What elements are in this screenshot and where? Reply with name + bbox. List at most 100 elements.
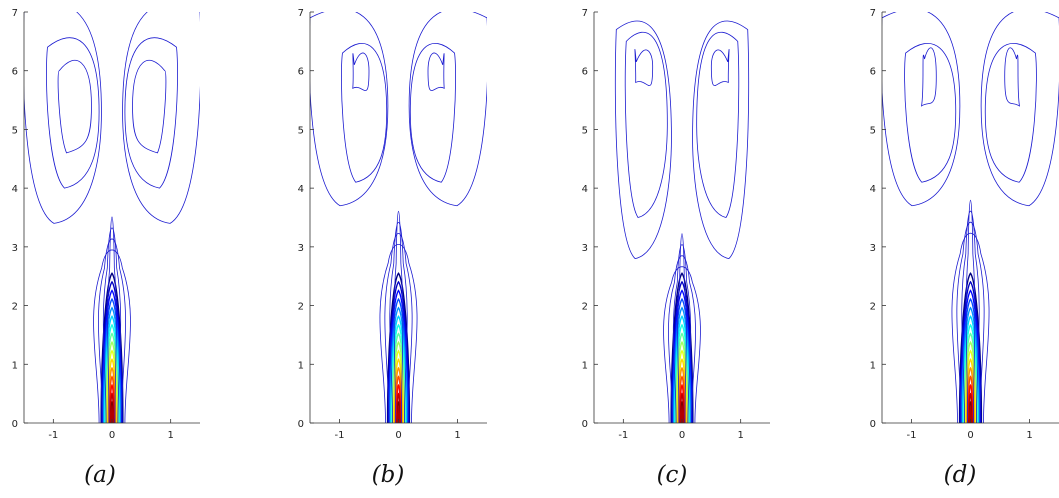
- contour-panel: 0 1 2 3 4 5 6 7 -1 0 1 (b): [298, 8, 487, 488]
- y-tick-label: 0: [298, 419, 304, 430]
- y-tick-label: 6: [298, 67, 304, 78]
- y-tick-label: 6: [582, 67, 588, 78]
- vortex-contour: [409, 43, 456, 183]
- vortex-contour: [341, 43, 388, 183]
- panel-caption: (c): [657, 462, 688, 488]
- jet-contour: [671, 289, 693, 423]
- x-tick-label: 0: [109, 430, 115, 441]
- y-tick-label: 3: [582, 243, 588, 254]
- stem-contour: [663, 266, 701, 423]
- jet-contour: [676, 349, 688, 423]
- x-tick-label: 1: [167, 430, 173, 441]
- jet-contour: [964, 349, 977, 423]
- jet-core: [109, 405, 115, 423]
- jet-contour: [675, 340, 689, 423]
- jet-contour: [962, 323, 979, 423]
- y-tick-label: 3: [12, 243, 18, 254]
- jet-contour: [960, 297, 981, 423]
- vortex-contour: [352, 52, 370, 92]
- vortex-contour: [57, 59, 92, 154]
- x-tick-label: 0: [967, 430, 973, 441]
- y-tick-label: 4: [870, 184, 876, 195]
- jet-contour: [393, 358, 404, 423]
- stem-contour: [672, 244, 692, 423]
- y-tick-label: 0: [582, 419, 588, 430]
- y-tick-label: 1: [12, 360, 18, 371]
- vortex-contour: [692, 20, 750, 260]
- y-tick-label: 5: [870, 125, 876, 136]
- vortex-contour: [710, 49, 730, 87]
- y-tick-label: 6: [870, 67, 876, 78]
- jet-contour: [959, 280, 982, 423]
- jet-contour: [101, 280, 123, 423]
- y-tick-label: 1: [582, 360, 588, 371]
- y-tick-label: 1: [870, 360, 876, 371]
- x-tick-label: -1: [48, 430, 58, 441]
- stem-contour: [384, 232, 413, 423]
- jet-contour: [671, 280, 693, 423]
- y-tick-label: 4: [12, 184, 18, 195]
- stem-contour: [668, 255, 696, 423]
- stem-contour: [389, 222, 408, 423]
- y-tick-label: 1: [298, 360, 304, 371]
- x-tick-label: -1: [335, 430, 345, 441]
- vortex-contour: [46, 37, 100, 189]
- vortex-contour: [984, 43, 1037, 183]
- jet-contour: [677, 358, 687, 423]
- jet-contour: [107, 358, 117, 423]
- vortex-contour: [24, 12, 102, 224]
- stem-contour: [107, 216, 117, 423]
- x-tick-label: 0: [395, 430, 401, 441]
- y-tick-label: 0: [12, 419, 18, 430]
- y-tick-label: 4: [298, 184, 304, 195]
- jet-contour: [670, 272, 694, 423]
- panel-caption: (d): [944, 462, 977, 488]
- stem-contour: [102, 227, 122, 423]
- vortex-contour: [882, 12, 961, 207]
- plot-area: [24, 12, 200, 423]
- vortex-contour: [624, 31, 668, 218]
- y-tick-label: 7: [12, 8, 18, 19]
- panel-caption: (b): [372, 462, 405, 488]
- stem-contour: [98, 238, 126, 423]
- jet-contour: [391, 332, 406, 423]
- y-tick-label: 3: [298, 243, 304, 254]
- jet-contour: [100, 272, 124, 423]
- x-tick-label: -1: [618, 430, 628, 441]
- jet-contour: [392, 340, 405, 423]
- x-tick-label: 1: [454, 430, 460, 441]
- jet-contour: [673, 315, 691, 423]
- vortex-contour: [122, 12, 200, 224]
- contour-panel: 0 1 2 3 4 5 6 7 -1 0 1 (a): [12, 8, 200, 488]
- jet-contour: [104, 323, 120, 423]
- stem-contour: [393, 210, 404, 423]
- y-tick-label: 5: [582, 125, 588, 136]
- y-tick-label: 5: [298, 125, 304, 136]
- vortex-contour: [1004, 47, 1021, 107]
- stem-contour: [961, 211, 980, 423]
- jet-contour: [392, 349, 405, 423]
- jet-contour: [964, 340, 977, 423]
- stem-contour: [677, 233, 687, 423]
- y-tick-label: 7: [582, 8, 588, 19]
- vortex-contour: [132, 59, 167, 154]
- y-tick-label: 2: [12, 302, 18, 313]
- contour-panel: 0 1 2 3 4 5 6 7 -1 0 1 (c): [582, 8, 770, 488]
- jet-contour: [387, 280, 410, 423]
- stem-contour: [965, 200, 976, 423]
- jet-contour: [103, 315, 121, 423]
- vortex-contour: [980, 12, 1059, 207]
- jet-contour: [390, 315, 407, 423]
- x-tick-label: 1: [1026, 430, 1032, 441]
- plot-area: [882, 12, 1059, 423]
- x-tick-label: 1: [737, 430, 743, 441]
- x-tick-label: -1: [907, 430, 917, 441]
- jet-contour: [675, 332, 689, 423]
- vortex-contour: [614, 20, 672, 260]
- y-tick-label: 6: [12, 67, 18, 78]
- jet-contour: [963, 332, 978, 423]
- y-tick-label: 7: [870, 8, 876, 19]
- y-tick-label: 5: [12, 125, 18, 136]
- y-tick-label: 4: [582, 184, 588, 195]
